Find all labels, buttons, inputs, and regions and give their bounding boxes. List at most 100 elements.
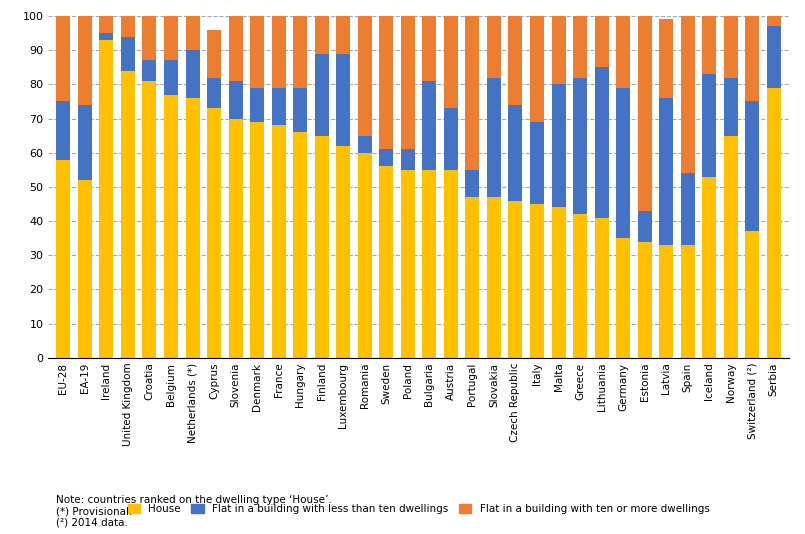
- Bar: [702, 74, 716, 177]
- Bar: [681, 173, 695, 245]
- Bar: [401, 170, 415, 358]
- Bar: [56, 16, 70, 101]
- Bar: [595, 218, 609, 358]
- Bar: [379, 150, 394, 167]
- Bar: [573, 77, 587, 214]
- Bar: [229, 81, 242, 119]
- Bar: [315, 136, 328, 358]
- Bar: [78, 180, 92, 358]
- Bar: [250, 16, 264, 88]
- Bar: [659, 19, 673, 98]
- Bar: [207, 77, 221, 108]
- Bar: [121, 70, 135, 358]
- Bar: [315, 53, 328, 136]
- Bar: [379, 167, 394, 358]
- Bar: [185, 50, 200, 98]
- Bar: [142, 16, 156, 60]
- Bar: [423, 170, 436, 358]
- Bar: [681, 16, 695, 173]
- Bar: [229, 119, 242, 358]
- Bar: [423, 16, 436, 81]
- Bar: [444, 16, 458, 108]
- Bar: [724, 77, 737, 136]
- Bar: [315, 16, 328, 53]
- Text: Note: countries ranked on the dwelling type ‘House’.: Note: countries ranked on the dwelling t…: [56, 494, 332, 505]
- Bar: [423, 81, 436, 170]
- Bar: [509, 201, 522, 358]
- Bar: [745, 101, 759, 231]
- Bar: [616, 238, 630, 358]
- Bar: [185, 98, 200, 358]
- Bar: [745, 16, 759, 101]
- Bar: [185, 16, 200, 50]
- Bar: [767, 26, 781, 88]
- Bar: [164, 60, 178, 95]
- Bar: [465, 197, 480, 358]
- Bar: [271, 125, 286, 358]
- Bar: [142, 81, 156, 358]
- Bar: [336, 146, 350, 358]
- Bar: [659, 98, 673, 245]
- Bar: [207, 30, 221, 77]
- Bar: [444, 108, 458, 170]
- Bar: [573, 214, 587, 358]
- Bar: [767, 16, 781, 26]
- Bar: [530, 16, 544, 122]
- Bar: [551, 16, 566, 84]
- Bar: [293, 88, 308, 132]
- Bar: [164, 95, 178, 358]
- Bar: [271, 16, 286, 88]
- Bar: [702, 16, 716, 74]
- Bar: [207, 108, 221, 358]
- Bar: [530, 204, 544, 358]
- Bar: [487, 16, 501, 77]
- Bar: [401, 16, 415, 150]
- Bar: [530, 122, 544, 204]
- Bar: [78, 105, 92, 180]
- Bar: [724, 16, 737, 77]
- Bar: [638, 211, 652, 241]
- Bar: [638, 241, 652, 358]
- Bar: [551, 207, 566, 358]
- Bar: [724, 136, 737, 358]
- Bar: [293, 16, 308, 88]
- Bar: [336, 53, 350, 146]
- Bar: [336, 16, 350, 53]
- Bar: [142, 60, 156, 81]
- Bar: [56, 101, 70, 160]
- Bar: [229, 16, 242, 81]
- Bar: [487, 197, 501, 358]
- Bar: [551, 84, 566, 207]
- Bar: [595, 67, 609, 218]
- Bar: [616, 88, 630, 238]
- Bar: [100, 16, 114, 33]
- Bar: [379, 16, 394, 150]
- Bar: [573, 16, 587, 77]
- Bar: [465, 16, 480, 170]
- Bar: [56, 160, 70, 358]
- Bar: [357, 16, 372, 136]
- Bar: [745, 231, 759, 358]
- Bar: [357, 153, 372, 358]
- Bar: [702, 177, 716, 358]
- Bar: [100, 40, 114, 358]
- Bar: [681, 245, 695, 358]
- Bar: [78, 16, 92, 105]
- Bar: [595, 16, 609, 67]
- Text: (²) 2014 data.: (²) 2014 data.: [56, 517, 128, 528]
- Bar: [616, 16, 630, 88]
- Bar: [767, 88, 781, 358]
- Bar: [465, 170, 480, 197]
- Bar: [444, 170, 458, 358]
- Text: (*) Provisional.: (*) Provisional.: [56, 506, 133, 516]
- Bar: [100, 33, 114, 40]
- Bar: [250, 122, 264, 358]
- Bar: [293, 132, 308, 358]
- Bar: [121, 36, 135, 70]
- Bar: [357, 136, 372, 153]
- Bar: [659, 245, 673, 358]
- Bar: [164, 16, 178, 60]
- Bar: [121, 16, 135, 36]
- Bar: [509, 105, 522, 201]
- Bar: [271, 88, 286, 125]
